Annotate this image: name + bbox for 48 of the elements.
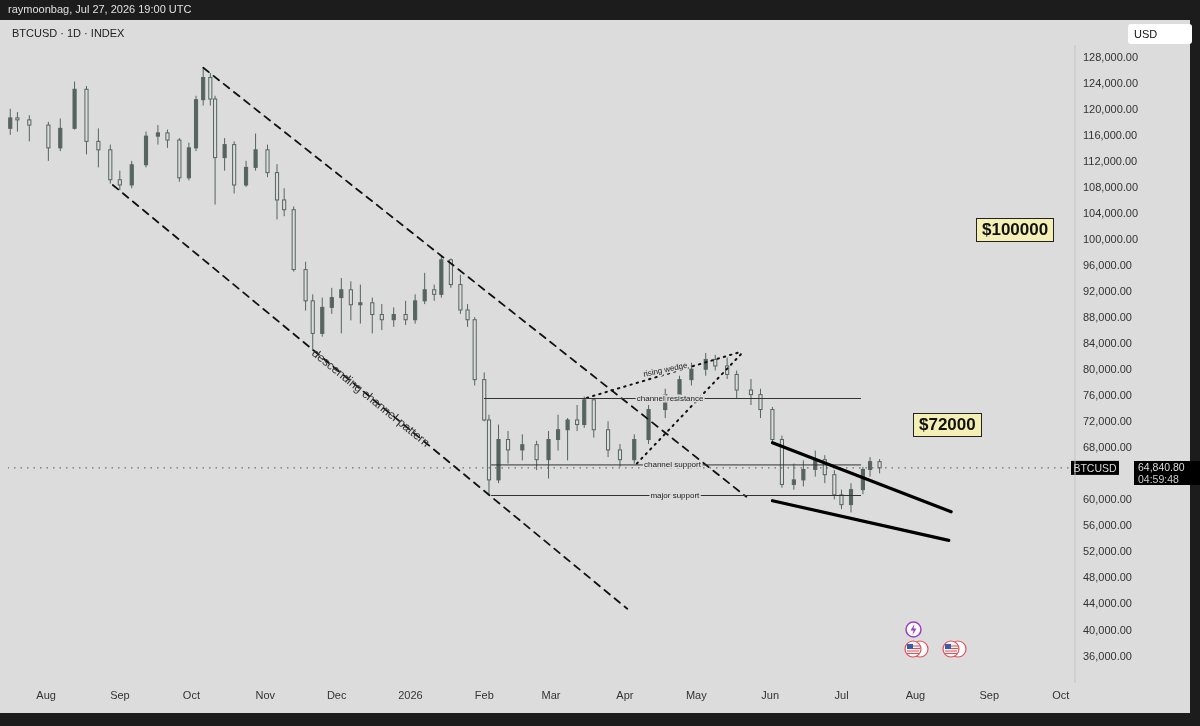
y-tick-label: 52,000.00 bbox=[1083, 545, 1132, 558]
y-tick-label: 88,000.00 bbox=[1083, 311, 1132, 324]
annotation: $72000 bbox=[913, 413, 982, 437]
x-tick-label: Sep bbox=[979, 688, 1000, 701]
annotation: channel support bbox=[644, 460, 702, 470]
y-tick-label: 108,000.00 bbox=[1083, 180, 1139, 193]
x-tick-label: Dec bbox=[326, 688, 347, 701]
text: USD bbox=[1128, 24, 1192, 44]
y-tick-label: 116,000.00 bbox=[1083, 128, 1138, 141]
y-tick-label: 44,000.00 bbox=[1083, 597, 1132, 610]
y-tick-label: 96,000.00 bbox=[1083, 258, 1132, 271]
x-tick-label: Oct bbox=[1052, 688, 1070, 701]
x-tick-label: May bbox=[685, 688, 708, 701]
y-tick-label: 72,000.00 bbox=[1083, 415, 1132, 428]
x-tick-label: Oct bbox=[182, 688, 200, 701]
y-tick-label: 56,000.00 bbox=[1083, 519, 1132, 532]
y-tick-label: 124,000.00 bbox=[1083, 76, 1139, 89]
y-tick-label: 48,000.00 bbox=[1083, 571, 1132, 584]
x-tick-label: Aug bbox=[905, 688, 926, 701]
x-tick-label: Jul bbox=[834, 688, 849, 701]
y-tick-label: 84,000.00 bbox=[1083, 337, 1132, 350]
y-tick-label: 80,000.00 bbox=[1083, 363, 1132, 376]
x-tick-label: Nov bbox=[255, 688, 276, 701]
y-tick-label: 36,000.00 bbox=[1083, 649, 1132, 662]
y-tick-label: 112,000.00 bbox=[1083, 154, 1138, 167]
ref-line-label: BTCUSD bbox=[1073, 461, 1117, 474]
text: 04:59:48 bbox=[1134, 473, 1200, 485]
x-tick-label: Feb bbox=[474, 688, 494, 701]
x-tick-label: Aug bbox=[36, 688, 56, 701]
x-tick-label: Apr bbox=[616, 688, 634, 701]
x-tick-label: Jun bbox=[761, 688, 780, 701]
y-tick-label: 100,000.00 bbox=[1083, 232, 1139, 245]
x-tick-label: 2026 bbox=[398, 688, 423, 701]
y-tick-label: 76,000.00 bbox=[1083, 389, 1132, 402]
y-tick-label: 92,000.00 bbox=[1083, 284, 1132, 297]
annotation: rising wedge bbox=[642, 360, 689, 379]
chart-subtitle: raymoonbag, Jul 27, 2026 19:00 UTC bbox=[8, 3, 192, 15]
y-tick-label: 128,000.00 bbox=[1083, 50, 1139, 63]
y-tick-label: 40,000.00 bbox=[1083, 623, 1132, 636]
y-tick-label: 68,000.00 bbox=[1083, 441, 1132, 454]
x-tick-label: Mar bbox=[541, 688, 561, 701]
y-tick-label: 120,000.00 bbox=[1083, 102, 1139, 115]
text: 64,840.80 bbox=[1134, 461, 1200, 473]
annotation: $100000 bbox=[976, 218, 1055, 242]
chart-title: BTCUSD · 1D · INDEX bbox=[12, 27, 125, 39]
y-tick-label: 104,000.00 bbox=[1083, 206, 1139, 219]
x-tick-label: Sep bbox=[110, 688, 130, 701]
y-tick-label: 60,000.00 bbox=[1083, 493, 1132, 506]
